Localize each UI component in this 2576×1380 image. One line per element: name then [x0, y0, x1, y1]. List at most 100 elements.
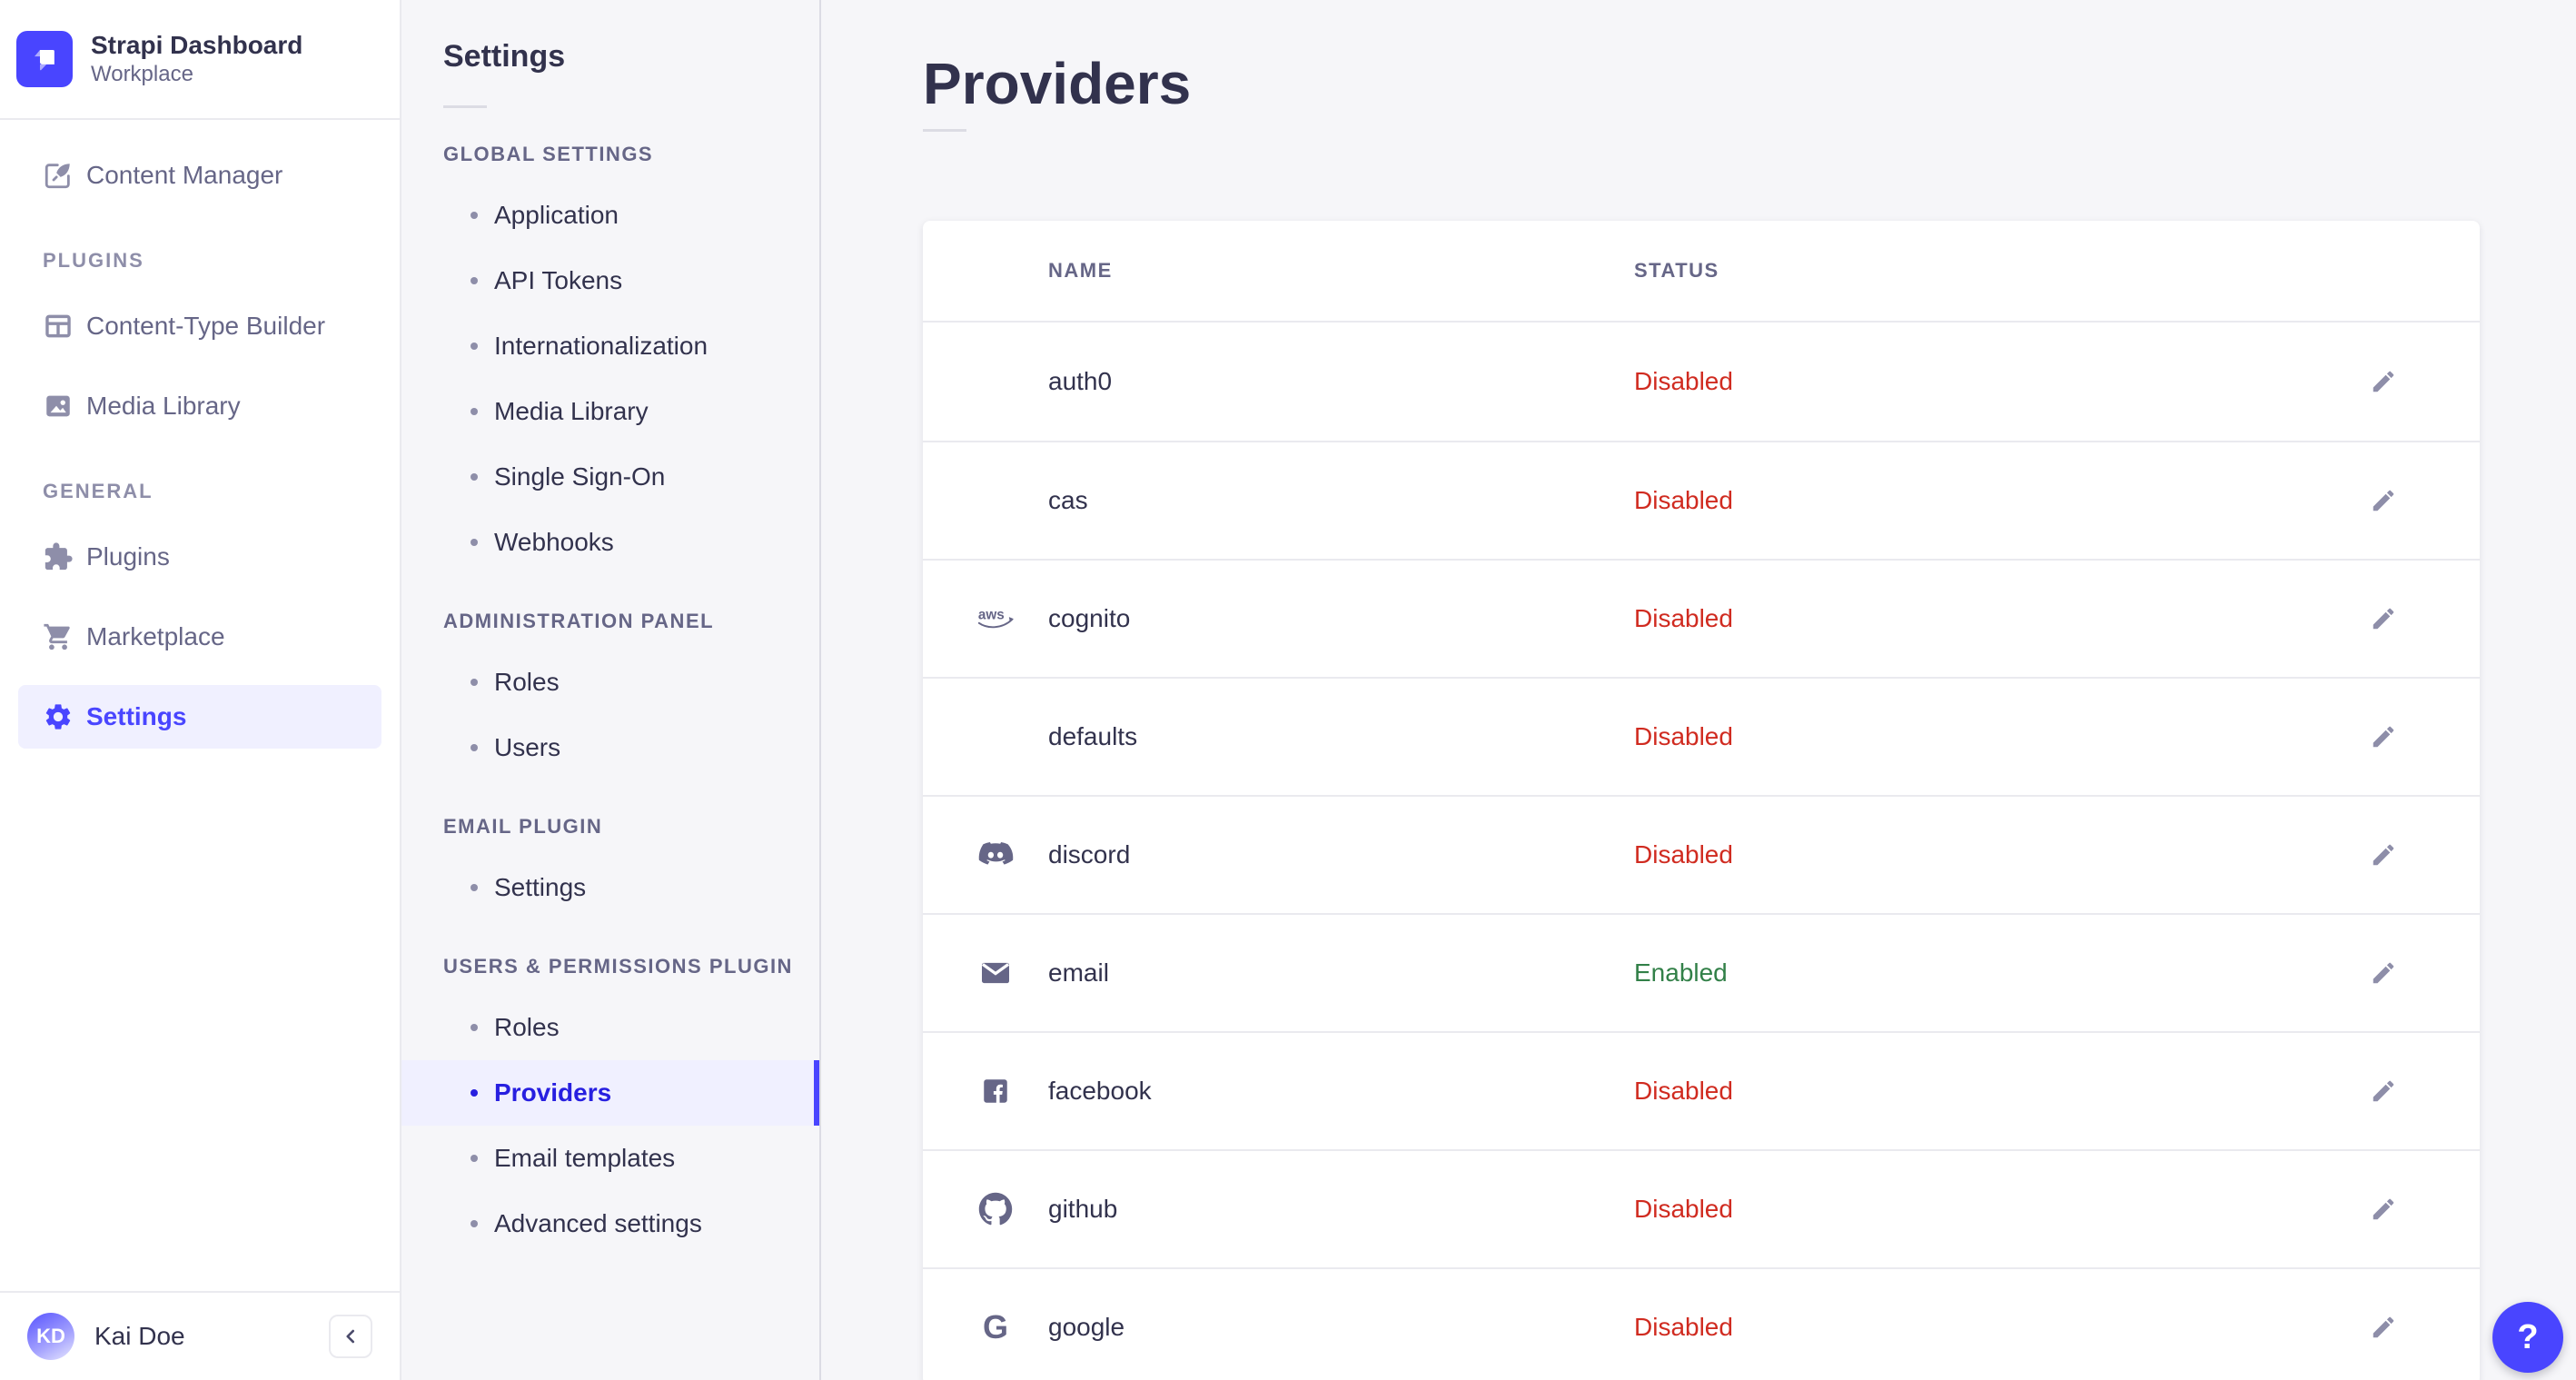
settings-item-email-settings[interactable]: Settings	[401, 855, 819, 920]
table-row[interactable]: auth0 Disabled	[923, 323, 2480, 441]
providers-table-card: NAME STATUS auth0 Disabled cas Disabled	[923, 221, 2480, 1380]
edit-provider-button[interactable]	[2363, 835, 2403, 875]
workplace-label: Workplace	[91, 62, 193, 86]
bullet-icon	[471, 1220, 478, 1227]
svg-text:aws: aws	[978, 607, 1005, 622]
edit-provider-button[interactable]	[2363, 953, 2403, 993]
edit-provider-button[interactable]	[2363, 1189, 2403, 1229]
page-title-rule	[923, 129, 966, 132]
envelope-icon	[974, 957, 1017, 989]
settings-sidebar: Settings GLOBAL SETTINGS Application API…	[401, 0, 821, 1380]
section-label: USERS & PERMISSIONS PLUGIN	[443, 955, 793, 978]
brand: Strapi Dashboard Workplace	[0, 0, 400, 120]
table-row[interactable]: github Disabled	[923, 1149, 2480, 1267]
nav-item-content-type-builder[interactable]: Content-Type Builder	[18, 294, 381, 358]
settings-item-api-tokens[interactable]: API Tokens	[401, 248, 819, 313]
provider-name: facebook	[1048, 1077, 1152, 1105]
chevron-left-icon	[339, 1325, 362, 1348]
provider-name: auth0	[1048, 367, 1113, 395]
section-label-general: GENERAL	[43, 480, 154, 502]
table-row[interactable]: defaults Disabled	[923, 677, 2480, 795]
pencil-icon	[2370, 723, 2397, 750]
edit-provider-button[interactable]	[2363, 481, 2403, 521]
settings-item-webhooks[interactable]: Webhooks	[401, 510, 819, 575]
table-row[interactable]: cas Disabled	[923, 441, 2480, 559]
nav-item-label: Settings	[86, 702, 187, 730]
help-button[interactable]: ?	[2492, 1302, 2563, 1373]
status-badge: Disabled	[1634, 1077, 1733, 1105]
status-badge: Enabled	[1634, 958, 1728, 987]
github-icon	[974, 1192, 1017, 1226]
nav-item-label: Content Manager	[86, 161, 283, 189]
settings-item-application[interactable]: Application	[401, 183, 819, 248]
nav-item-marketplace[interactable]: Marketplace	[18, 605, 381, 669]
table-body: auth0 Disabled cas Disabled aws cognito …	[923, 323, 2480, 1380]
column-header-name: NAME	[1048, 259, 1113, 282]
provider-name: cas	[1048, 486, 1088, 514]
bullet-icon	[471, 539, 478, 546]
bullet-icon	[471, 277, 478, 284]
pencil-icon	[2370, 605, 2397, 632]
nav-item-label: Plugins	[86, 542, 170, 571]
settings-item-advanced-settings[interactable]: Advanced settings	[401, 1191, 819, 1256]
settings-item-roles[interactable]: Roles	[401, 650, 819, 715]
settings-section-global: GLOBAL SETTINGS Application API Tokens I…	[401, 144, 819, 575]
table-row[interactable]: G google Disabled	[923, 1267, 2480, 1380]
settings-item-providers[interactable]: Providers	[401, 1060, 819, 1126]
nav-item-content-manager[interactable]: Content Manager	[18, 144, 381, 207]
pencil-icon	[2370, 1314, 2397, 1341]
status-badge: Disabled	[1634, 722, 1733, 750]
strapi-logo-icon	[16, 31, 73, 87]
bullet-icon	[471, 408, 478, 415]
picture-icon	[43, 391, 74, 422]
section-label: GLOBAL SETTINGS	[443, 143, 654, 165]
settings-item-internationalization[interactable]: Internationalization	[401, 313, 819, 379]
table-row[interactable]: discord Disabled	[923, 795, 2480, 913]
pencil-icon	[2370, 1077, 2397, 1105]
sidebar-footer: KD Kai Doe	[0, 1291, 400, 1380]
table-row[interactable]: facebook Disabled	[923, 1031, 2480, 1149]
edit-provider-button[interactable]	[2363, 717, 2403, 757]
edit-provider-button[interactable]	[2363, 1307, 2403, 1347]
settings-item-email-templates[interactable]: Email templates	[401, 1126, 819, 1191]
user-name: Kai Doe	[94, 1322, 185, 1350]
nav-item-settings[interactable]: Settings	[18, 685, 381, 749]
pencil-icon	[2370, 368, 2397, 395]
column-header-status: STATUS	[1634, 259, 1719, 282]
bullet-icon	[471, 679, 478, 686]
puzzle-icon	[43, 541, 74, 572]
table-header: NAME STATUS	[923, 221, 2480, 323]
provider-name: cognito	[1048, 604, 1131, 632]
table-row[interactable]: email Enabled	[923, 913, 2480, 1031]
settings-item-single-sign-on[interactable]: Single Sign-On	[401, 444, 819, 510]
pencil-icon	[2370, 1196, 2397, 1223]
provider-name: google	[1048, 1313, 1125, 1341]
settings-section-admin-panel: ADMINISTRATION PANEL Roles Users	[401, 611, 819, 780]
provider-name: github	[1048, 1195, 1118, 1223]
gear-icon	[43, 701, 74, 732]
settings-item-users[interactable]: Users	[401, 715, 819, 780]
settings-title: Settings	[443, 39, 566, 74]
nav-item-plugins[interactable]: Plugins	[18, 525, 381, 589]
settings-item-up-roles[interactable]: Roles	[401, 995, 819, 1060]
edit-provider-button[interactable]	[2363, 362, 2403, 402]
settings-section-email-plugin: EMAIL PLUGIN Settings	[401, 817, 819, 920]
edit-provider-button[interactable]	[2363, 1071, 2403, 1111]
settings-title-rule	[443, 105, 487, 108]
status-badge: Disabled	[1634, 367, 1733, 395]
section-label-plugins: PLUGINS	[43, 249, 144, 272]
status-badge: Disabled	[1634, 840, 1733, 869]
bullet-icon	[471, 473, 478, 481]
layout-grid-icon	[43, 311, 74, 342]
edit-provider-button[interactable]	[2363, 599, 2403, 639]
provider-name: defaults	[1048, 722, 1138, 750]
nav-item-media-library[interactable]: Media Library	[18, 374, 381, 438]
bullet-icon	[471, 1024, 478, 1031]
avatar[interactable]: KD	[27, 1313, 74, 1360]
settings-item-media-library[interactable]: Media Library	[401, 379, 819, 444]
pencil-icon	[2370, 487, 2397, 514]
nav-item-label: Content-Type Builder	[86, 312, 326, 340]
table-row[interactable]: aws cognito Disabled	[923, 559, 2480, 677]
status-badge: Disabled	[1634, 1313, 1733, 1341]
collapse-sidebar-button[interactable]	[329, 1315, 372, 1358]
